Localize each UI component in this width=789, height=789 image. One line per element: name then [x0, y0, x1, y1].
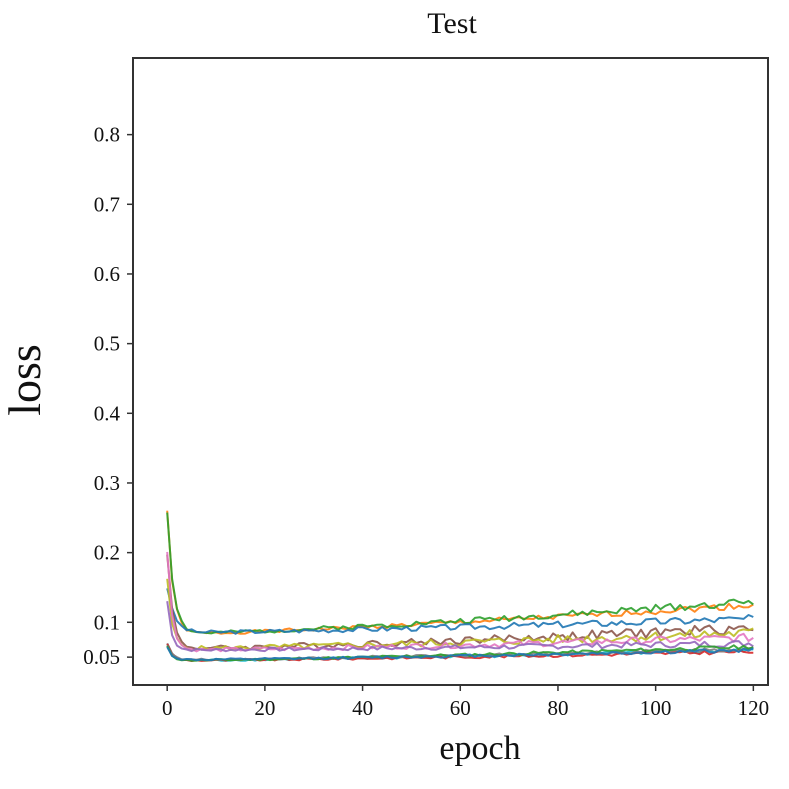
x-tick-label: 20: [254, 696, 275, 720]
y-tick-label: 0.5: [94, 332, 120, 356]
series-lines: [166, 510, 754, 662]
y-axis-label: loss: [0, 344, 50, 416]
x-tick-label: 60: [450, 696, 471, 720]
series-line-2: [166, 512, 754, 635]
plot-frame: [132, 57, 769, 686]
y-tick-label: 0.3: [94, 471, 120, 495]
x-tick-label: 100: [640, 696, 672, 720]
x-axis-ticks: 0 20 40 60 80 100 120: [162, 685, 769, 720]
x-tick-label: 80: [547, 696, 568, 720]
x-tick-label: 0: [162, 696, 173, 720]
x-tick-label: 120: [738, 696, 770, 720]
y-tick-label: 0.1: [94, 610, 120, 634]
series-line-4: [166, 554, 754, 651]
y-tick-label: 0.6: [94, 262, 120, 286]
y-tick-label: 0.7: [94, 192, 120, 216]
y-tick-label: 0.4: [94, 401, 121, 425]
y-axis-ticks: 0.05 0.1 0.2 0.3 0.4 0.5 0.6 0.7 0.8: [83, 123, 133, 669]
series-line-5: [166, 578, 754, 652]
series-line-7: [166, 601, 754, 653]
series-line-1: [166, 510, 754, 635]
x-tick-label: 40: [352, 696, 373, 720]
series-line-12: [166, 646, 754, 662]
y-tick-label: 0.8: [94, 123, 120, 147]
series-line-3: [166, 588, 754, 635]
chart-title: Test: [427, 7, 477, 40]
series-line-6: [166, 551, 754, 653]
y-tick-label: 0.2: [94, 541, 120, 565]
x-axis-label: epoch: [439, 730, 520, 767]
y-tick-label: 0.05: [83, 645, 120, 669]
